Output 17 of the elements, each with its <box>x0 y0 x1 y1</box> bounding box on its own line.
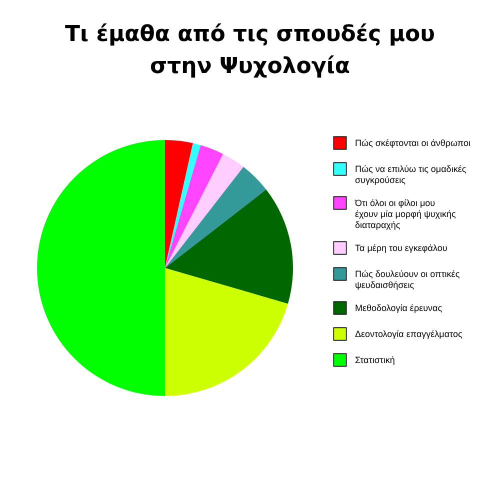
pie-slice <box>165 140 193 268</box>
pie-slice <box>165 145 224 268</box>
legend-label: Τα μέρη του εγκεφάλου <box>355 243 448 253</box>
pie-slice <box>165 166 266 268</box>
legend-label: Στατιστική <box>355 355 395 365</box>
legend-label: Ότι όλοι οι φίλοι μου έχουν μία μορφή ψυχικής διαταραχής <box>354 198 457 230</box>
pie-slice <box>37 140 165 396</box>
legend-label: Πώς να επιλύω τις ομαδικές συγκρούσεις <box>355 164 467 185</box>
pie-slice <box>165 190 293 304</box>
legend-label: Μεθοδολογία έρευνας <box>355 303 443 313</box>
chart-title: Τι έμαθα από τις σπουδές μου στην Ψυχολογία <box>64 22 436 79</box>
pie-slice <box>165 268 288 396</box>
legend-label: Πώς σκέφτονται οι άνθρωποι <box>355 138 471 148</box>
legend-label: Δεοντολογία επαγγέλματος <box>355 329 463 339</box>
pie-slice <box>165 154 244 268</box>
pie-slice <box>165 143 201 268</box>
legend-label: Πώς δουλεύουν οι οπτικές ψευδαισθήσεις <box>355 269 460 290</box>
